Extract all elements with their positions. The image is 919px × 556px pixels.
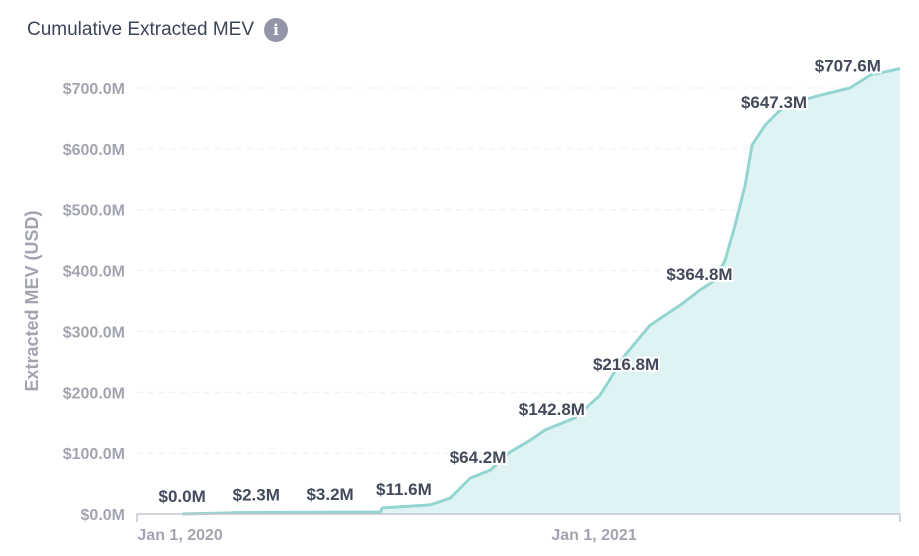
chart-title-row: Cumulative Extracted MEV i: [27, 18, 289, 42]
chart-title: Cumulative Extracted MEV: [27, 19, 255, 40]
data-label: $364.8M: [666, 265, 732, 284]
y-tick-label: $500.0M: [63, 203, 125, 220]
data-label: $3.2M: [306, 485, 353, 504]
x-tick-label: Jan 1, 2020: [137, 527, 223, 544]
y-tick-label: $200.0M: [63, 385, 125, 402]
y-tick-label: $600.0M: [63, 142, 125, 159]
x-tick-label: Jan 1, 2021: [551, 527, 637, 544]
area-fill: [182, 68, 900, 515]
data-label: $216.8M: [593, 355, 659, 374]
data-label: $64.2M: [450, 448, 507, 467]
y-tick-label: $100.0M: [63, 446, 125, 463]
info-icon[interactable]: i: [264, 18, 289, 42]
data-label: $142.8M: [519, 400, 585, 419]
y-tick-label: $300.0M: [63, 324, 125, 341]
data-label: $2.3M: [233, 486, 280, 505]
y-tick-label: $400.0M: [63, 264, 125, 281]
y-tick-label: $0.0M: [81, 507, 125, 524]
data-label: $707.6M: [815, 56, 881, 75]
y-axis-title: Extracted MEV (USD): [22, 210, 42, 391]
data-label: $0.0M: [158, 487, 205, 506]
y-tick-label: $700.0M: [63, 81, 125, 98]
data-label: $647.3M: [741, 93, 807, 112]
data-label: $11.6M: [376, 480, 432, 499]
series-line: [182, 67, 901, 516]
